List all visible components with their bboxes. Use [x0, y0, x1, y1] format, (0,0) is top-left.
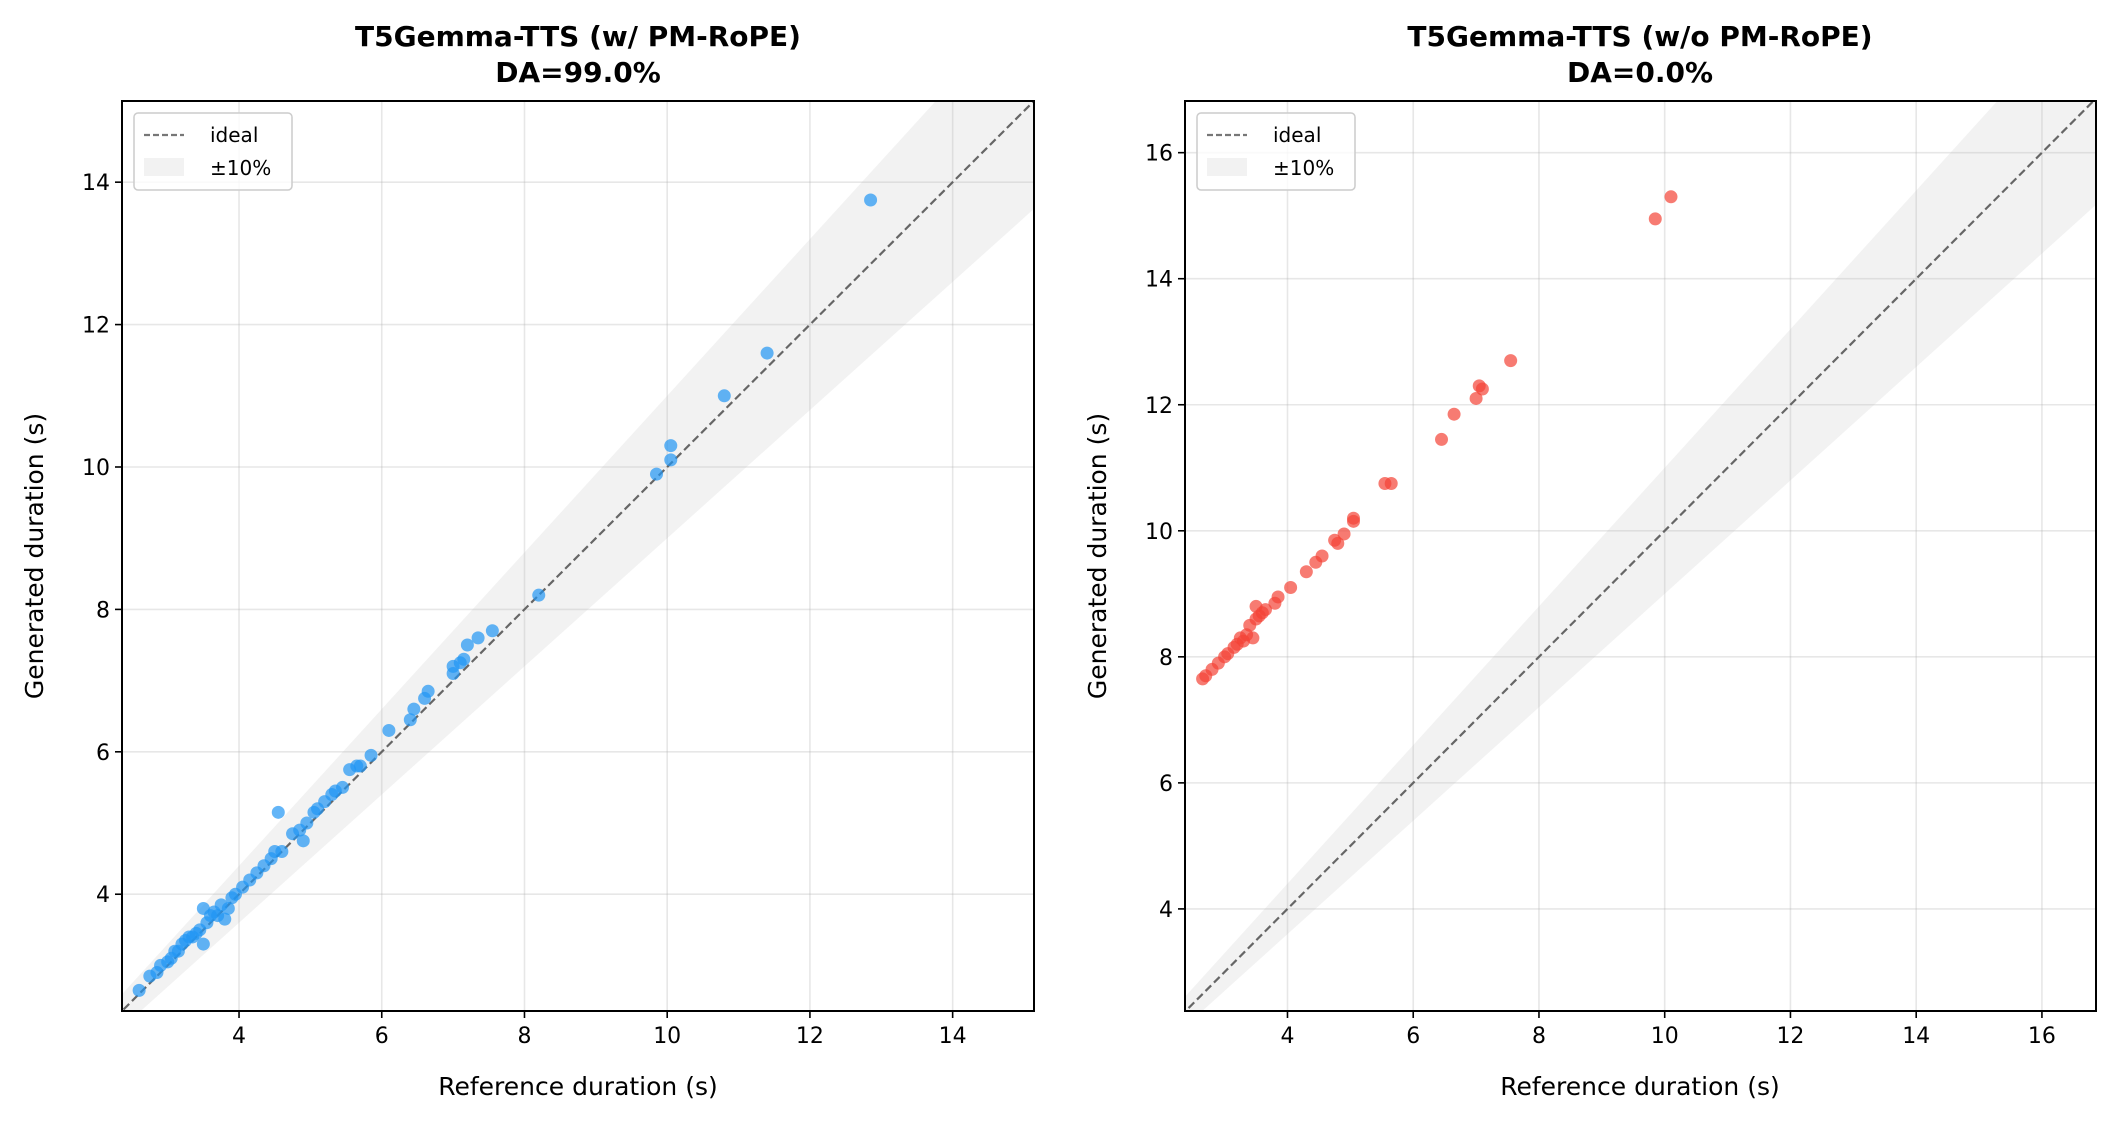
data-point	[485, 624, 499, 638]
left-ylabel: Generated duration (s)	[20, 413, 49, 699]
y-tick-label: 6	[1159, 772, 1173, 797]
x-tick-label: 4	[1280, 1024, 1294, 1049]
y-tick-label: 12	[1145, 394, 1173, 419]
x-tick-label: 10	[653, 1024, 681, 1049]
x-tick-label: 12	[1776, 1024, 1804, 1049]
y-tick-label: 8	[1159, 646, 1173, 671]
legend-ideal-label: ideal	[210, 123, 258, 147]
data-point	[1284, 581, 1298, 595]
right-panel: T5Gemma-TTS (w/o PM-RoPE) DA=0.0% Refere…	[1083, 20, 2097, 1101]
y-tick-label: 4	[96, 883, 110, 908]
data-point	[649, 467, 663, 481]
data-point	[1447, 407, 1461, 421]
y-tick-label: 10	[82, 456, 110, 481]
x-tick-label: 14	[1902, 1024, 1930, 1049]
data-point	[1648, 212, 1662, 226]
data-point	[271, 805, 285, 819]
data-point	[421, 684, 435, 698]
plot-area	[1185, 101, 2096, 1011]
data-point	[296, 834, 310, 848]
right-ylabel: Generated duration (s)	[1083, 413, 1112, 699]
data-point	[132, 983, 146, 997]
data-point	[1258, 603, 1272, 617]
plot-area	[122, 101, 1034, 1011]
y-tick-label: 10	[1145, 520, 1173, 545]
data-point	[1469, 391, 1483, 405]
right-title: T5Gemma-TTS (w/o PM-RoPE)	[1407, 20, 1872, 53]
right-xlabel: Reference duration (s)	[1500, 1072, 1780, 1101]
data-point	[532, 588, 546, 602]
y-tick-label: 16	[1145, 142, 1173, 167]
data-point	[196, 937, 210, 951]
data-point	[1504, 354, 1518, 368]
data-point	[1246, 631, 1260, 645]
data-point	[382, 723, 396, 737]
legend-ideal-label: ideal	[1273, 123, 1321, 147]
data-point	[403, 713, 417, 727]
legend-band-swatch	[144, 158, 184, 176]
data-point	[275, 845, 289, 859]
data-point	[407, 702, 421, 716]
data-point	[1346, 511, 1360, 525]
x-tick-label: 8	[1532, 1024, 1546, 1049]
x-tick-label: 12	[796, 1024, 824, 1049]
data-point	[664, 453, 678, 467]
data-point	[1315, 549, 1329, 563]
left-subtitle: DA=99.0%	[495, 56, 661, 89]
data-point	[300, 816, 314, 830]
x-tick-label: 4	[232, 1024, 246, 1049]
y-tick-label: 14	[82, 171, 110, 196]
data-point	[1435, 432, 1449, 446]
left-panel: T5Gemma-TTS (w/ PM-RoPE) DA=99.0% Refere…	[20, 20, 1035, 1101]
y-tick-label: 6	[96, 741, 110, 766]
left-xlabel: Reference duration (s)	[438, 1072, 718, 1101]
y-tick-label: 8	[96, 598, 110, 623]
data-point	[1331, 536, 1345, 550]
data-point	[1384, 477, 1398, 491]
axes-frame	[1184, 100, 2097, 1012]
legend-band-label: ±10%	[210, 156, 271, 180]
legend-band-label: ±10%	[1273, 156, 1334, 180]
data-point	[664, 439, 678, 453]
legend-band-swatch	[1207, 158, 1247, 176]
y-tick-label: 14	[1145, 268, 1173, 293]
left-title: T5Gemma-TTS (w/ PM-RoPE)	[355, 20, 801, 53]
data-point	[760, 346, 774, 360]
right-subtitle: DA=0.0%	[1567, 56, 1713, 89]
data-point	[353, 759, 367, 773]
data-point	[1337, 527, 1351, 541]
data-point	[1664, 190, 1678, 204]
data-point	[1271, 590, 1285, 604]
axes-frame	[121, 100, 1035, 1012]
x-tick-label: 14	[939, 1024, 967, 1049]
x-tick-label: 8	[517, 1024, 531, 1049]
data-point	[1475, 382, 1489, 396]
data-point	[717, 389, 731, 403]
data-point	[364, 748, 378, 762]
x-tick-label: 16	[2028, 1024, 2056, 1049]
data-point	[1299, 565, 1313, 579]
data-point	[221, 901, 235, 915]
data-point	[218, 912, 232, 926]
y-tick-label: 4	[1159, 898, 1173, 923]
x-tick-label: 6	[1406, 1024, 1420, 1049]
data-point	[471, 631, 485, 645]
data-point	[864, 193, 878, 207]
x-tick-label: 6	[375, 1024, 389, 1049]
data-point	[457, 652, 471, 666]
data-point	[336, 780, 350, 794]
y-tick-label: 12	[82, 314, 110, 339]
x-tick-label: 10	[1651, 1024, 1679, 1049]
data-point	[460, 638, 474, 652]
ideal-line	[1185, 101, 2096, 1011]
